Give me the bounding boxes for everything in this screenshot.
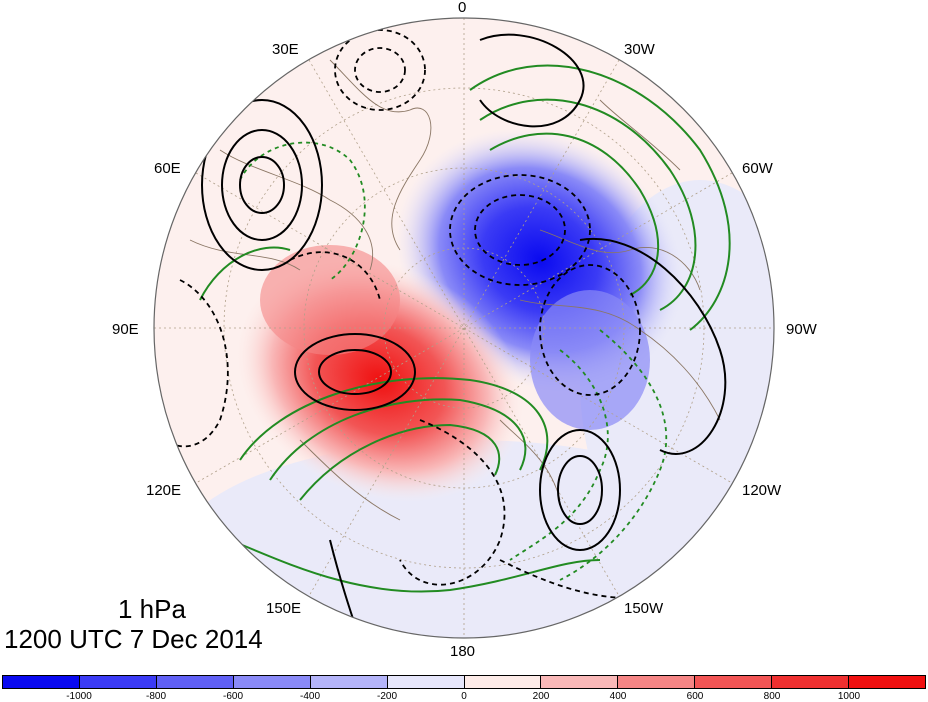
colorbar-box (156, 676, 234, 688)
green-dashed-contours (239, 141, 668, 581)
lon-label-30e: 30E (272, 41, 299, 58)
negative-anomaly-tail (530, 290, 650, 430)
colorbar-box (464, 676, 542, 688)
colorbar (2, 675, 926, 689)
colorbar-tick-label: -800 (145, 691, 167, 702)
lon-label-60e: 60E (154, 160, 181, 177)
colorbar-box (79, 676, 157, 688)
lon-label-180: 180 (450, 643, 476, 660)
lon-label-120w: 120W (742, 482, 782, 499)
black-solid-contours (201, 33, 727, 638)
colorbar-tick-label: -1000 (66, 691, 92, 702)
colorbar-tick-label: -400 (299, 691, 321, 702)
pressure-level-label: 1 hPa (118, 594, 186, 624)
lon-label-150w: 150W (624, 600, 664, 617)
colorbar-tick-label: 800 (763, 691, 781, 702)
colorbar-tick-label: 600 (686, 691, 704, 702)
colorbar-box (618, 676, 696, 688)
graticule (154, 18, 774, 638)
lon-label-90w: 90W (786, 321, 817, 338)
colorbar-box (233, 676, 311, 688)
lon-label-150e: 150E (266, 600, 302, 617)
lon-label-60w: 60W (742, 160, 773, 177)
green-contours (199, 64, 731, 593)
colorbar-tick-label: 400 (609, 691, 627, 702)
colorbar-box (541, 676, 619, 688)
colorbar-box (3, 676, 80, 688)
lon-label-0: 0 (458, 0, 467, 16)
map-border (153, 17, 775, 639)
lon-label-120e: 120E (146, 482, 182, 499)
colorbar-tick-label: 1000 (837, 691, 861, 702)
colorbar-box (772, 676, 850, 688)
colorbar-tick-label: -200 (376, 691, 398, 702)
colorbar-box (849, 676, 926, 688)
colorbar-tick-label: 200 (532, 691, 550, 702)
colorbar-tick-label: -600 (222, 691, 244, 702)
colorbar-tick-label: 0 (461, 691, 467, 702)
colorbar-box (387, 676, 465, 688)
lon-label-30w: 30W (624, 41, 655, 58)
colorbar-box (695, 676, 773, 688)
colorbar-box (310, 676, 388, 688)
lon-label-90e: 90E (112, 321, 139, 338)
datetime-label: 1200 UTC 7 Dec 2014 (4, 624, 263, 654)
